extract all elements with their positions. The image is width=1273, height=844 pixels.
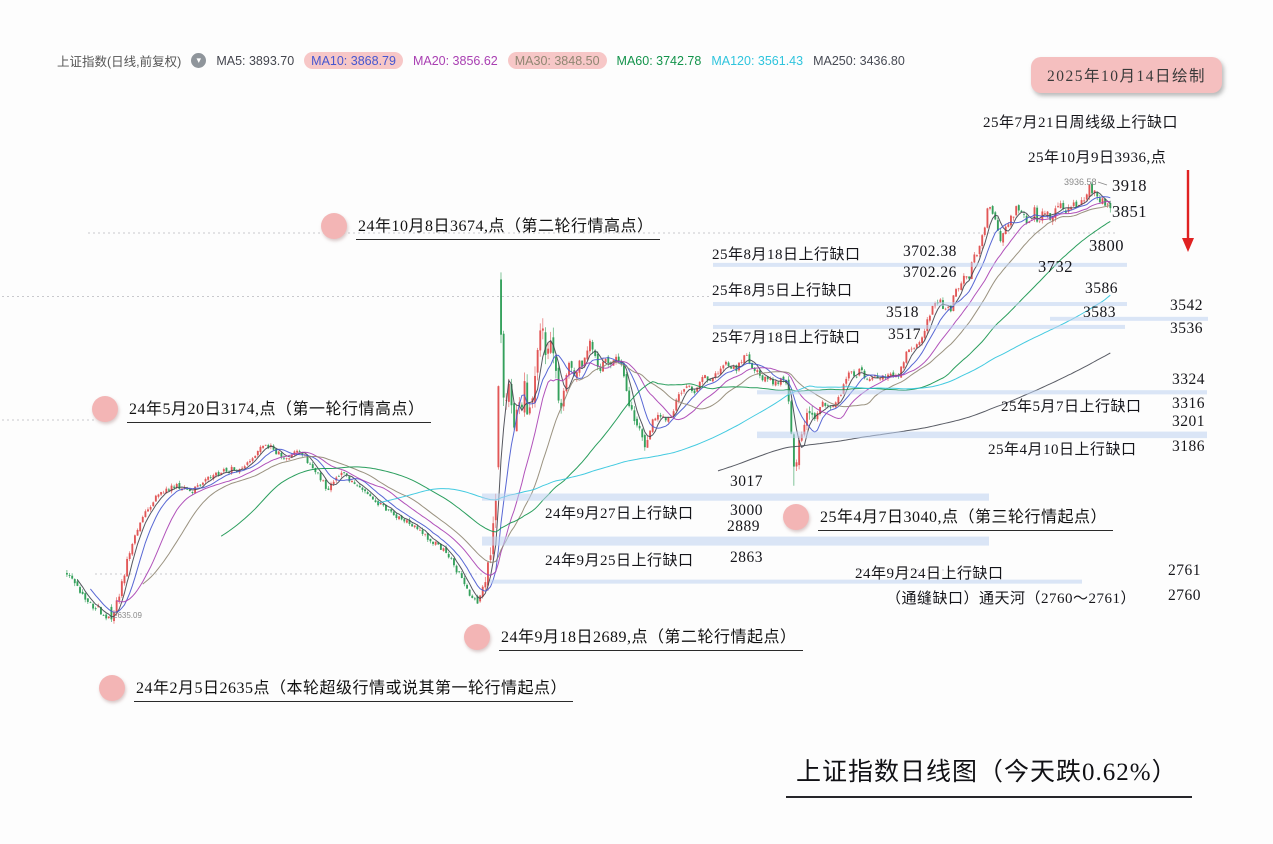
price-mark-3800: 3800 — [1089, 236, 1124, 255]
guide-lines — [2, 232, 1118, 575]
oct9-high-note: 25年10月9日3936,点 — [1028, 150, 1167, 166]
milestone-dot — [99, 675, 125, 701]
chart-header: 上证指数(日线,前复权) ▾ MA5: 3893.70 MA10: 3868.79… — [57, 51, 905, 70]
gap-0805-upper: 3586 — [1085, 280, 1118, 297]
gap-0507-upper: 3324 — [1172, 371, 1205, 388]
instrument-title: 上证指数(日线,前复权) — [57, 55, 182, 69]
gap-0507-lower: 3316 — [1172, 395, 1205, 412]
ma-legend-item: MA10: 3868.79 — [304, 52, 403, 69]
milestone-may20: 24年5月20日3174,点（第一轮行情高点） — [92, 395, 431, 423]
gap-0927-upper: 3017 — [730, 473, 763, 490]
gap-0924-lower: 2760 — [1168, 587, 1201, 604]
gap-0718-lower: 3517 — [888, 326, 921, 343]
gap-0718-label: 25年7月18日上行缺口 — [712, 330, 861, 346]
milestone-oct8: 24年10月8日3674,点（第二轮行情高点） — [321, 212, 660, 240]
peak-tag-connector — [1097, 181, 1108, 186]
gap-0924-label: 24年9月24日上行缺口 — [855, 566, 1004, 582]
gap-0718-upper: 3518 — [886, 304, 919, 321]
price-mark-3918: 3918 — [1112, 176, 1147, 195]
ma-legend-item: MA20: 3856.62 — [412, 53, 498, 68]
milestone-text: 24年10月8日3674,点（第二轮行情高点） — [356, 212, 660, 240]
gap-0805-lower: 3583 — [1083, 304, 1116, 321]
gap-0924-upper: 2761 — [1168, 562, 1201, 579]
milestone-text: 25年4月7日3040,点（第三轮行情起点） — [818, 503, 1114, 531]
gap-0410-upper: 3201 — [1172, 413, 1205, 430]
milestone-text: 24年2月5日2635点（本轮超级行情或说其第一轮行情起点） — [134, 674, 574, 702]
milestone-dot — [92, 396, 118, 422]
downtrend-arrow-icon — [1182, 170, 1194, 252]
gap-bands — [482, 262, 1208, 584]
gap-0927-label: 24年9月27日上行缺口 — [545, 506, 694, 522]
low-price-tag: 2635.09 — [113, 611, 142, 620]
gap-0927-lower: 3000 — [730, 502, 763, 519]
chart-title: 上证指数日线图（今天跌0.62%） — [786, 752, 1192, 798]
ma-legend-item: MA60: 3742.78 — [616, 53, 702, 68]
drawn-date-badge: 2025年10月14日绘制 — [1031, 57, 1223, 93]
gap-0721-upper: 3542 — [1170, 297, 1203, 314]
ma-legend-item: MA30: 3848.50 — [507, 52, 607, 69]
milestone-text: 24年9月18日2689,点（第二轮行情起点） — [499, 623, 803, 651]
price-mark-3851: 3851 — [1112, 202, 1147, 221]
ma-legend-item: MA120: 3561.43 — [711, 53, 804, 68]
gap-0924-note: （通缝缺口）通天河（2760～2761） — [886, 591, 1137, 607]
ma-legend: MA5: 3893.70 MA10: 3868.79 MA20: 3856.62 MA… — [216, 52, 905, 69]
gap-0721-lower: 3536 — [1170, 320, 1203, 337]
candles — [66, 181, 1112, 624]
milestone-sep18: 24年9月18日2689,点（第二轮行情起点） — [464, 623, 803, 651]
weekly-gap-note: 25年7月21日周线级上行缺口 — [983, 115, 1179, 131]
gap-0410-lower: 3186 — [1172, 438, 1205, 455]
milestone-dot — [321, 213, 347, 239]
milestone-dot — [464, 624, 490, 650]
gap-0925-lower: 2863 — [730, 549, 763, 566]
milestone-text: 24年5月20日3174,点（第一轮行情高点） — [127, 395, 431, 423]
gap-0410-label: 25年4月10日上行缺口 — [988, 442, 1137, 458]
gap-0507-label: 25年5月7日上行缺口 — [1001, 399, 1142, 415]
ma-lines — [76, 191, 1111, 618]
price-mark-3732: 3732 — [1038, 257, 1073, 276]
chevron-down-icon[interactable]: ▾ — [191, 53, 207, 68]
gap-0818-upper: 3702.38 — [903, 243, 957, 260]
gap-0805-label: 25年8月5日上行缺口 — [712, 283, 853, 299]
peak-price-tag: 3936.58 — [1064, 177, 1097, 187]
milestone-dot — [783, 504, 809, 530]
gap-0818-lower: 3702.26 — [903, 264, 957, 281]
ma-legend-item: MA5: 3893.70 — [216, 53, 295, 68]
milestone-feb5: 24年2月5日2635点（本轮超级行情或说其第一轮行情起点） — [99, 674, 574, 702]
ma-legend-item: MA250: 3436.80 — [813, 53, 905, 68]
gap-0818-label: 25年8月18日上行缺口 — [712, 247, 861, 263]
milestone-apr7: 25年4月7日3040,点（第三轮行情起点） — [783, 503, 1114, 531]
gap-0925-upper: 2889 — [727, 518, 760, 535]
gap-0925-label: 24年9月25日上行缺口 — [545, 553, 694, 569]
